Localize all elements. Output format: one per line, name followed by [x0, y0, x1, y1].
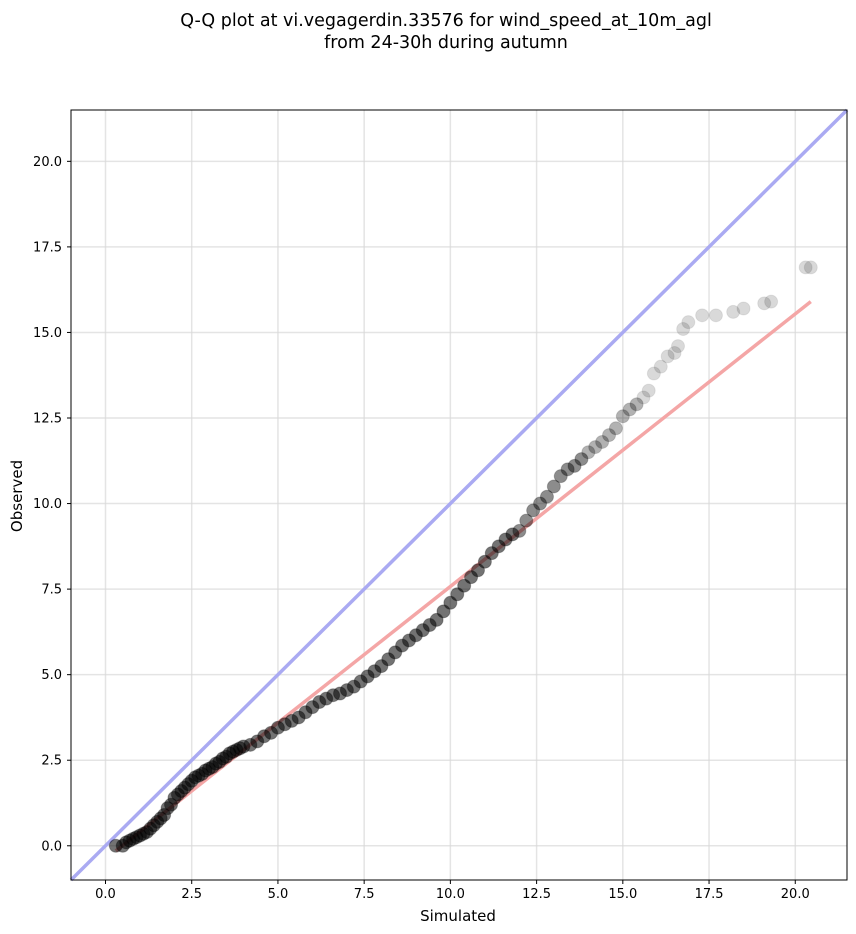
data-point [736, 301, 751, 316]
y-axis-label: Observed [8, 460, 26, 532]
data-point [553, 469, 568, 484]
data-point [588, 440, 603, 455]
data-point [676, 322, 691, 337]
data-point [803, 260, 818, 275]
chart-subtitle: from 24-30h during autumn [324, 33, 568, 53]
y-tick-label: 12.5 [33, 412, 62, 427]
data-points [108, 260, 818, 853]
y-tick-label: 15.0 [33, 326, 62, 341]
data-point [653, 359, 668, 374]
data-point [615, 409, 630, 424]
data-point [695, 308, 710, 323]
y-tick-label: 17.5 [33, 240, 62, 255]
x-tick-label: 7.5 [354, 887, 375, 902]
data-point [671, 339, 686, 354]
data-point [595, 434, 610, 449]
x-tick-label: 0.0 [95, 887, 116, 902]
data-point [539, 489, 554, 504]
data-point [546, 479, 561, 494]
x-axis-label: Simulated [420, 907, 496, 925]
data-point [646, 366, 661, 381]
reference-line-path [69, 108, 849, 882]
plot-frame [70, 109, 848, 881]
data-point [519, 513, 534, 528]
data-point [757, 296, 772, 311]
data-point [512, 523, 527, 538]
data-point [622, 402, 637, 417]
data-point [708, 308, 723, 323]
x-axis-ticks: 0.0 2.5 5.0 7.5 10.0 12.5 15.0 17.5 20.0 [95, 880, 810, 902]
data-point [641, 383, 656, 398]
x-tick-label: 10.0 [436, 887, 465, 902]
data-point [681, 315, 696, 330]
y-axis-ticks: 0.0 2.5 5.0 7.5 10.0 12.5 15.0 17.5 20.0 [33, 155, 71, 854]
x-tick-label: 20.0 [781, 887, 810, 902]
data-point [764, 294, 779, 309]
data-point [581, 445, 596, 460]
y-tick-label: 2.5 [41, 754, 62, 769]
data-point [608, 421, 623, 436]
x-tick-label: 5.0 [268, 887, 289, 902]
chart-title: Q-Q plot at vi.vegagerdin.33576 for wind… [180, 11, 712, 31]
data-point [667, 345, 682, 360]
data-point [526, 503, 541, 518]
data-point [567, 458, 582, 473]
data-point [798, 260, 813, 275]
data-point [560, 462, 575, 477]
data-point [574, 452, 589, 467]
data-point [726, 304, 741, 319]
x-tick-label: 15.0 [608, 887, 637, 902]
y-tick-label: 20.0 [33, 155, 62, 170]
data-point [533, 496, 548, 511]
x-tick-label: 17.5 [695, 887, 724, 902]
data-point [505, 527, 520, 542]
reference-line [69, 108, 849, 882]
y-tick-label: 7.5 [41, 583, 62, 598]
data-point [660, 349, 675, 364]
x-tick-label: 12.5 [522, 887, 551, 902]
y-tick-label: 0.0 [41, 839, 62, 854]
y-tick-label: 5.0 [41, 668, 62, 683]
y-tick-label: 10.0 [33, 497, 62, 512]
data-point [636, 390, 651, 405]
x-tick-label: 2.5 [181, 887, 202, 902]
data-point [629, 397, 644, 412]
data-point [602, 428, 617, 443]
